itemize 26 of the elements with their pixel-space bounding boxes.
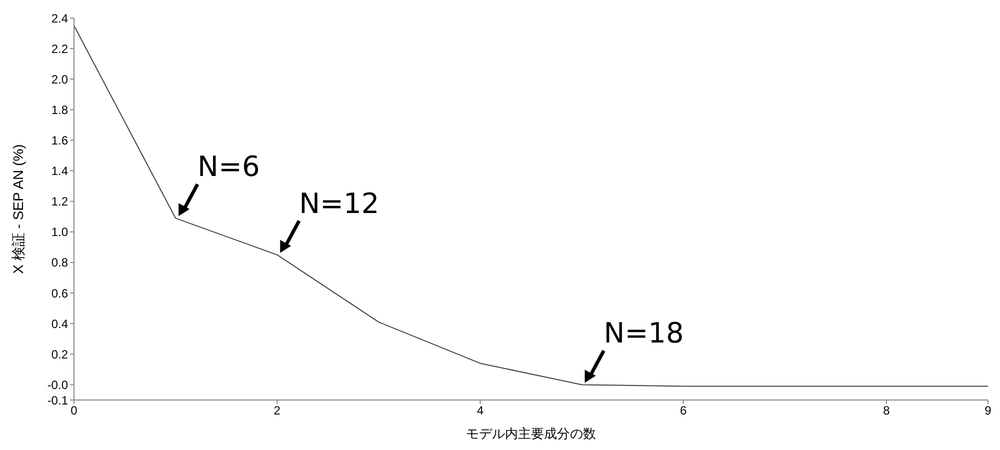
y-tick-label: 2.2: [51, 42, 68, 56]
x-tick-label: 6: [680, 404, 687, 418]
y-tick-label: 0.2: [51, 347, 68, 362]
y-axis-title: X 検証 - SEP AN (%): [10, 144, 26, 274]
y-tick-label: -0.1: [47, 393, 68, 408]
x-axis-title: モデル内主要成分の数: [466, 426, 596, 441]
y-tick-label: 0.6: [51, 286, 68, 300]
y-tick-label: -0.0: [47, 378, 68, 392]
annotation: N=6: [198, 150, 260, 184]
y-tick-label: 0.4: [51, 316, 68, 331]
line-series: [74, 25, 988, 387]
y-tick-label: 2.0: [51, 72, 68, 86]
x-tick-label: 9: [984, 404, 992, 418]
x-tick-label: 4: [476, 404, 484, 418]
annotation: N=12: [299, 186, 380, 220]
x-tick-label: 8: [883, 404, 890, 418]
x-tick-label: 0: [70, 404, 78, 418]
y-tick-label: 1.4: [51, 164, 68, 178]
annotation: N=18: [604, 316, 684, 350]
y-tick-label: 1.8: [51, 102, 68, 117]
y-tick-label: 1.0: [51, 225, 68, 240]
y-tick-label: 1.2: [51, 194, 68, 209]
y-tick-label: 2.4: [51, 11, 68, 26]
x-tick-label: 2: [274, 404, 281, 418]
y-tick-label: 0.8: [51, 256, 68, 270]
y-tick-label: 1.6: [51, 134, 68, 148]
